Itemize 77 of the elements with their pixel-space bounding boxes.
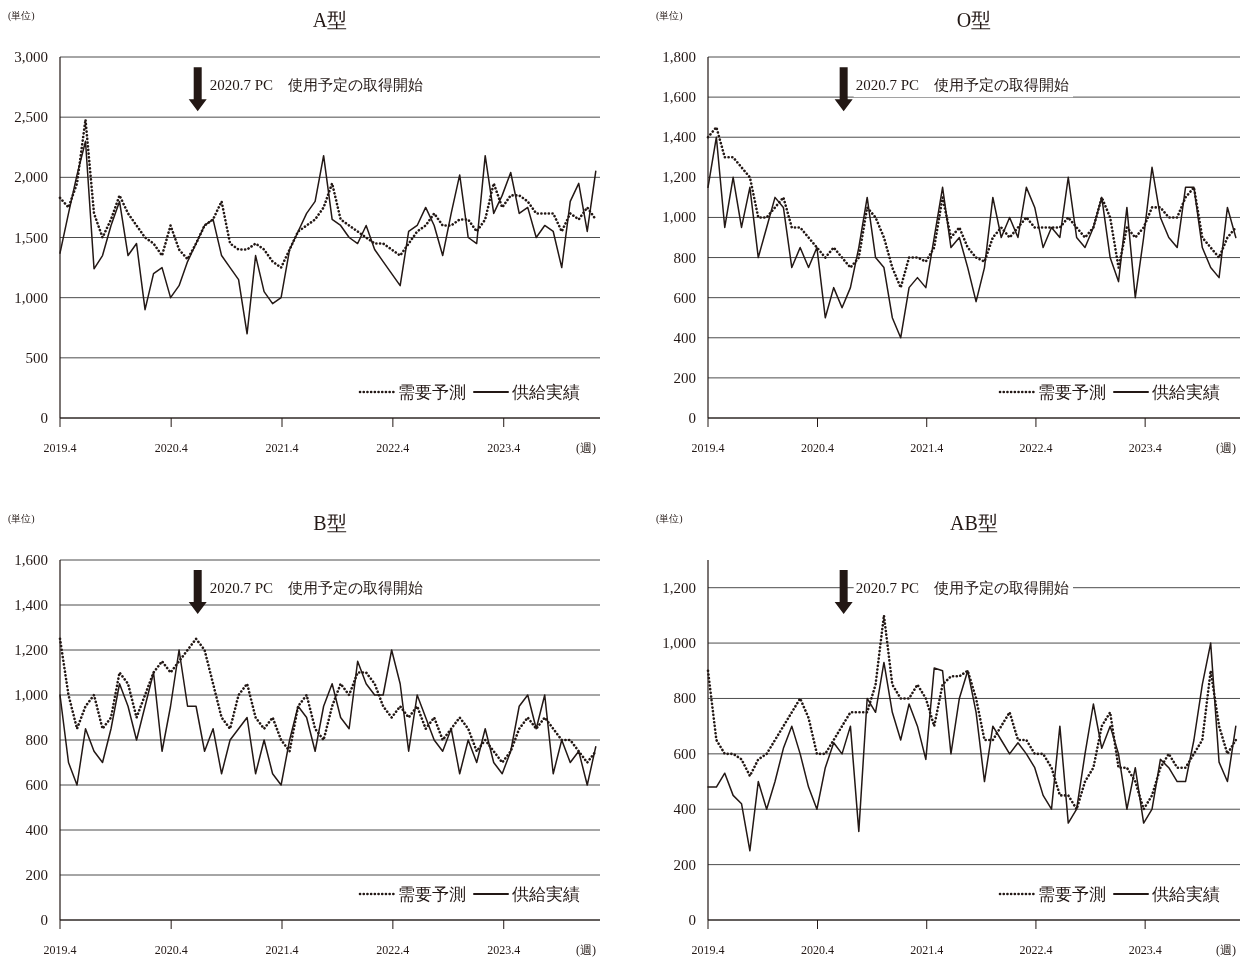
y-tick-label: 800 <box>25 732 48 748</box>
y-tick-label: 1,000 <box>14 687 48 703</box>
y-tick-label: 0 <box>40 410 48 426</box>
y-tick-label: 1,200 <box>662 579 696 596</box>
y-tick-label: 200 <box>25 867 48 883</box>
legend-label: 需要予測 <box>1038 383 1106 402</box>
legend-label: 需要予測 <box>398 383 466 402</box>
chart-title: O型 <box>956 9 992 31</box>
x-tick-label: 2019.4 <box>691 441 725 455</box>
y-tick-label: 1,500 <box>14 229 48 246</box>
x-tick-label: 2021.4 <box>910 441 944 455</box>
x-tick-label: 2022.4 <box>376 943 410 957</box>
x-tick-label: 2023.4 <box>1128 441 1162 455</box>
y-tick-label: 800 <box>673 690 696 707</box>
legend-label: 供給実績 <box>1152 383 1220 402</box>
y-tick-label: 1,200 <box>662 169 696 186</box>
x-tick-label: 2020.4 <box>154 441 188 455</box>
y-axis-title: (単位) <box>8 513 35 525</box>
y-tick-label: 1,800 <box>662 49 696 65</box>
x-tick-label: 2020.4 <box>154 943 188 957</box>
legend-label: 供給実績 <box>1152 885 1220 904</box>
x-tick-label: 2023.4 <box>487 441 521 455</box>
y-tick-label: 600 <box>25 777 48 793</box>
y-tick-label: 800 <box>673 249 696 266</box>
x-tick-label: 2021.4 <box>265 943 299 957</box>
x-tick-label: 2022.4 <box>1019 441 1053 455</box>
x-tick-label: 2019.4 <box>43 943 77 957</box>
y-axis-title: (単位) <box>8 10 35 22</box>
y-tick-label: 0 <box>40 912 48 928</box>
y-tick-label: 200 <box>673 856 696 873</box>
x-tick-label: 2020.4 <box>801 943 835 957</box>
y-tick-label: 2,500 <box>14 109 48 126</box>
y-tick-label: 200 <box>673 369 696 386</box>
chart-title: B型 <box>313 512 347 534</box>
y-tick-label: 400 <box>673 801 696 818</box>
y-tick-label: 0 <box>688 912 696 928</box>
annotation: 2020.7 PC 使用予定の取得開始 <box>855 580 1070 596</box>
annotation: 2020.7 PC 使用予定の取得開始 <box>209 580 424 596</box>
y-tick-label: 1,000 <box>662 635 696 652</box>
y-tick-label: 1,400 <box>14 597 48 613</box>
x-tick-label: 2023.4 <box>487 943 521 957</box>
x-tick-label: 2022.4 <box>376 441 410 455</box>
x-tick-label: 2019.4 <box>43 441 77 455</box>
y-tick-label: 400 <box>25 822 48 838</box>
legend-label: 需要予測 <box>398 885 466 904</box>
y-axis-title: (単位) <box>656 513 683 525</box>
x-tick-label: 2021.4 <box>265 441 299 455</box>
y-tick-label: 1,000 <box>14 289 48 306</box>
y-tick-label: 1,200 <box>14 642 48 658</box>
chart-title: A型 <box>312 9 348 31</box>
y-tick-label: 600 <box>673 289 696 306</box>
x-tick-label: 2023.4 <box>1128 943 1162 957</box>
x-axis-title: (週) <box>576 943 596 957</box>
y-tick-label: 0 <box>688 410 696 426</box>
y-tick-label: 1,000 <box>662 209 696 226</box>
annotation: 2020.7 PC 使用予定の取得開始 <box>209 77 424 94</box>
chart-title: AB型 <box>950 512 998 534</box>
y-tick-label: 3,000 <box>14 49 48 65</box>
y-tick-label: 2,000 <box>14 169 48 186</box>
y-tick-label: 1,600 <box>662 89 696 106</box>
y-tick-label: 400 <box>673 329 696 346</box>
y-tick-label: 1,600 <box>14 552 48 568</box>
annotation: 2020.7 PC 使用予定の取得開始 <box>855 77 1070 94</box>
y-tick-label: 500 <box>25 349 48 366</box>
x-tick-label: 2019.4 <box>691 943 725 957</box>
x-axis-title: (週) <box>1216 441 1236 455</box>
x-tick-label: 2020.4 <box>801 441 835 455</box>
legend-label: 供給実績 <box>512 885 580 904</box>
legend-label: 供給実績 <box>512 383 580 402</box>
x-tick-label: 2021.4 <box>910 943 944 957</box>
x-axis-title: (週) <box>576 441 596 455</box>
x-axis-title: (週) <box>1216 943 1236 957</box>
y-axis-title: (単位) <box>656 10 683 22</box>
y-tick-label: 600 <box>673 745 696 762</box>
y-tick-label: 1,400 <box>662 129 696 146</box>
x-tick-label: 2022.4 <box>1019 943 1053 957</box>
legend-label: 需要予測 <box>1038 885 1106 904</box>
